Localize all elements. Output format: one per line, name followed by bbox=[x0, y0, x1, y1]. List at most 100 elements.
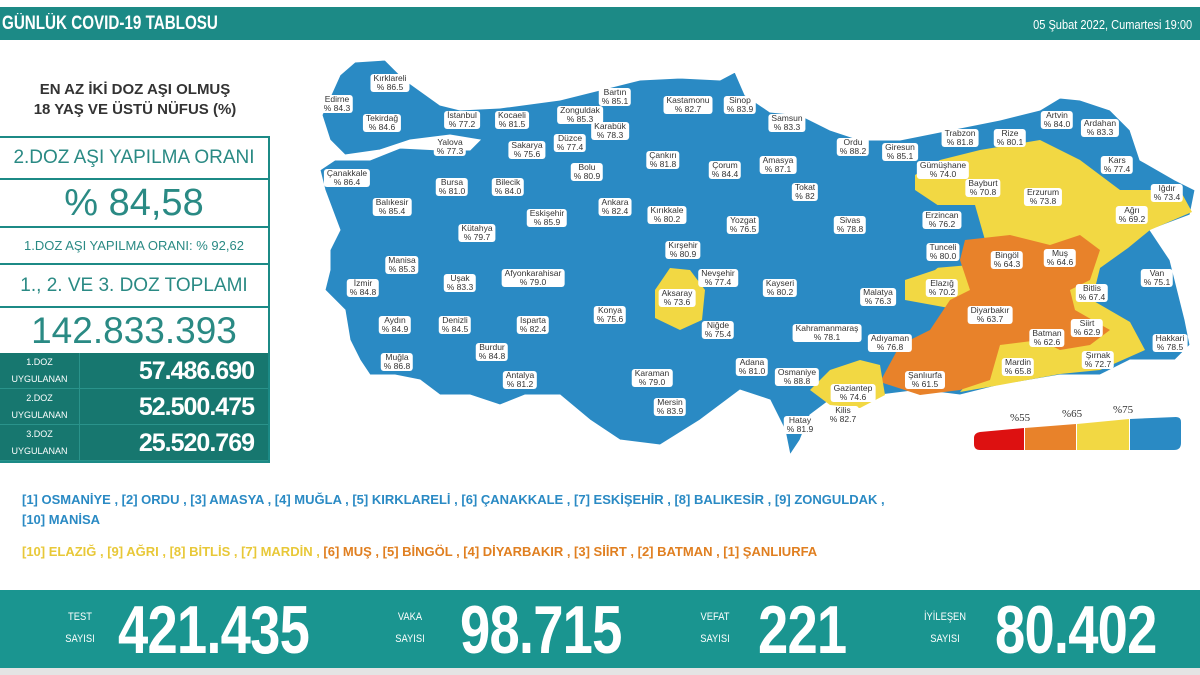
province-value: % 73.8 bbox=[1029, 196, 1057, 206]
province-value: % 76.2 bbox=[928, 219, 956, 229]
province-name: Diyarbakır bbox=[970, 305, 1010, 315]
top-ranking-line-2: [10] MANİSA bbox=[22, 512, 101, 527]
province-name: Ankara bbox=[601, 197, 629, 207]
province-name: Gümüşhane bbox=[919, 160, 967, 170]
province-value: % 80.1 bbox=[996, 137, 1024, 147]
province-name: Bingöl bbox=[995, 250, 1019, 260]
dose-row: 3.DOZ UYGULANAN 25.520.769 bbox=[0, 425, 268, 461]
province-name: Van bbox=[1149, 268, 1165, 278]
province-value: % 76.8 bbox=[876, 342, 904, 352]
province-label: Artvin% 84.0 bbox=[1040, 111, 1074, 129]
legend-yellow bbox=[1077, 419, 1129, 450]
province-value: % 81.0 bbox=[738, 366, 766, 376]
province-name: Kırıkkale bbox=[650, 205, 684, 215]
province-value: % 74.6 bbox=[839, 392, 867, 402]
province-label: Giresun% 85.1 bbox=[882, 143, 918, 161]
province-label: Tekirdağ% 84.6 bbox=[362, 114, 402, 132]
province-name: Uşak bbox=[450, 273, 470, 283]
province-name: Bitlis bbox=[1083, 283, 1101, 293]
province-label: Muş% 64.6 bbox=[1043, 249, 1077, 267]
dose-applied: UYGULANAN bbox=[11, 374, 68, 384]
dose-number: 1.DOZ bbox=[26, 357, 53, 367]
dose-row-value: 57.486.690 bbox=[138, 357, 255, 385]
vaccination-legend bbox=[974, 417, 1181, 450]
province-value: % 88.2 bbox=[839, 146, 867, 156]
province-label: Muğla% 86.8 bbox=[380, 353, 414, 371]
province-label: Ardahan% 83.3 bbox=[1080, 119, 1120, 137]
province-label: Aydın% 84.9 bbox=[378, 316, 412, 334]
province-label: Gümüşhane% 74.0 bbox=[916, 160, 970, 179]
province-label: Kocaeli% 81.5 bbox=[495, 111, 529, 129]
top-ranking-line-1: [1] OSMANİYE , [2] ORDU , [3] AMASYA , [… bbox=[22, 492, 885, 507]
stat-label-line1: İYİLEŞEN bbox=[923, 611, 967, 623]
province-name: Gaziantep bbox=[833, 383, 873, 393]
province-value: % 72.7 bbox=[1084, 359, 1112, 369]
province-name: Osmaniye bbox=[777, 367, 817, 377]
province-label: Malatya% 76.3 bbox=[860, 288, 896, 306]
province-value: % 84.8 bbox=[478, 351, 506, 361]
province-value: % 84.8 bbox=[349, 287, 377, 297]
province-label: Sakarya% 75.6 bbox=[508, 141, 546, 159]
province-name: Düzce bbox=[557, 133, 583, 143]
bottom-ranking: [10] ELAZIĞ , [9] AĞRI , [8] BİTLİS , [7… bbox=[22, 542, 817, 562]
province-name: Erzincan bbox=[925, 210, 959, 220]
province-value: % 79.0 bbox=[519, 277, 547, 287]
province-label: Şırnak% 72.7 bbox=[1081, 351, 1115, 369]
province-name: Kayseri bbox=[765, 278, 795, 288]
province-name: Trabzon bbox=[944, 128, 976, 138]
province-value: % 79.7 bbox=[463, 232, 491, 242]
province-label: Isparta% 82.4 bbox=[516, 316, 550, 334]
vaccination-title: EN AZ İKİ DOZ AŞI OLMUŞ 18 YAŞ VE ÜSTÜ N… bbox=[0, 80, 270, 120]
stat-label-line1: TEST bbox=[68, 611, 92, 623]
stat-label-line2: SAYISI bbox=[395, 633, 425, 645]
province-value: % 69.2 bbox=[1118, 214, 1146, 224]
province-value: % 77.2 bbox=[448, 119, 476, 129]
province-name: Bursa bbox=[440, 177, 464, 187]
province-label: Trabzon% 81.8 bbox=[941, 128, 979, 147]
province-name: Zonguldak bbox=[560, 105, 600, 115]
stat-label-line1: VAKA bbox=[397, 611, 423, 623]
province-value: % 73.6 bbox=[663, 297, 691, 307]
province-label: Edirne% 84.3 bbox=[320, 95, 354, 113]
dose-applied: UYGULANAN bbox=[11, 410, 68, 420]
dose-row-label: 3.DOZ UYGULANAN bbox=[0, 425, 80, 460]
province-label: Denizli% 84.5 bbox=[438, 316, 472, 334]
province-value: % 76.3 bbox=[864, 296, 892, 306]
title-line-2: 18 YAŞ VE ÜSTÜ NÜFUS (%) bbox=[33, 101, 237, 118]
province-value: % 78.8 bbox=[836, 224, 864, 234]
stat-label-line2: SAYISI bbox=[65, 633, 95, 645]
province-value: % 62.9 bbox=[1073, 327, 1101, 337]
province-name: Hatay bbox=[788, 415, 812, 425]
province-value: % 64.3 bbox=[993, 259, 1021, 269]
province-value: % 82.7 bbox=[829, 414, 857, 424]
province-value: % 84.3 bbox=[323, 103, 351, 113]
map-svg bbox=[319, 59, 1196, 457]
province-value: % 82.4 bbox=[519, 324, 547, 334]
province-name: Bayburt bbox=[968, 178, 998, 188]
dose-number: 3.DOZ bbox=[26, 429, 53, 439]
province-label: Hakkari% 78.5 bbox=[1152, 334, 1188, 352]
header-bar: GÜNLÜK COVID-19 TABLOSU 05 Şubat 2022, C… bbox=[0, 7, 1200, 40]
province-value: % 81.0 bbox=[438, 186, 466, 196]
province-label: Kahramanmaraş% 78.1 bbox=[792, 324, 862, 342]
province-label: Niğde% 75.4 bbox=[701, 321, 735, 339]
province-value: % 61.5 bbox=[911, 379, 939, 389]
province-value: % 85.4 bbox=[378, 206, 406, 216]
province-label: Yalova% 77.3 bbox=[433, 138, 467, 156]
province-label: Manisa% 85.3 bbox=[385, 256, 419, 274]
province-label: Konya% 75.6 bbox=[593, 306, 627, 324]
province-value: % 84.0 bbox=[494, 186, 522, 196]
province-value: % 77.4 bbox=[704, 277, 732, 287]
stat-value: 80.402 bbox=[995, 592, 1157, 668]
province-label: Bayburt% 70.8 bbox=[965, 178, 1001, 197]
stat-value: 421.435 bbox=[118, 592, 310, 668]
province-value: % 83.3 bbox=[1086, 127, 1114, 137]
province-name: Burdur bbox=[479, 342, 505, 352]
province-name: Adana bbox=[739, 357, 765, 367]
province-name: Kars bbox=[1108, 155, 1126, 165]
province-name: Batman bbox=[1032, 328, 1062, 338]
stat-label: VAKA SAYISI bbox=[389, 606, 432, 650]
dose-row-value: 25.520.769 bbox=[138, 429, 255, 457]
province-label: Kırklareli% 86.5 bbox=[370, 74, 410, 92]
province-label: Kayseri% 80.2 bbox=[762, 278, 798, 297]
